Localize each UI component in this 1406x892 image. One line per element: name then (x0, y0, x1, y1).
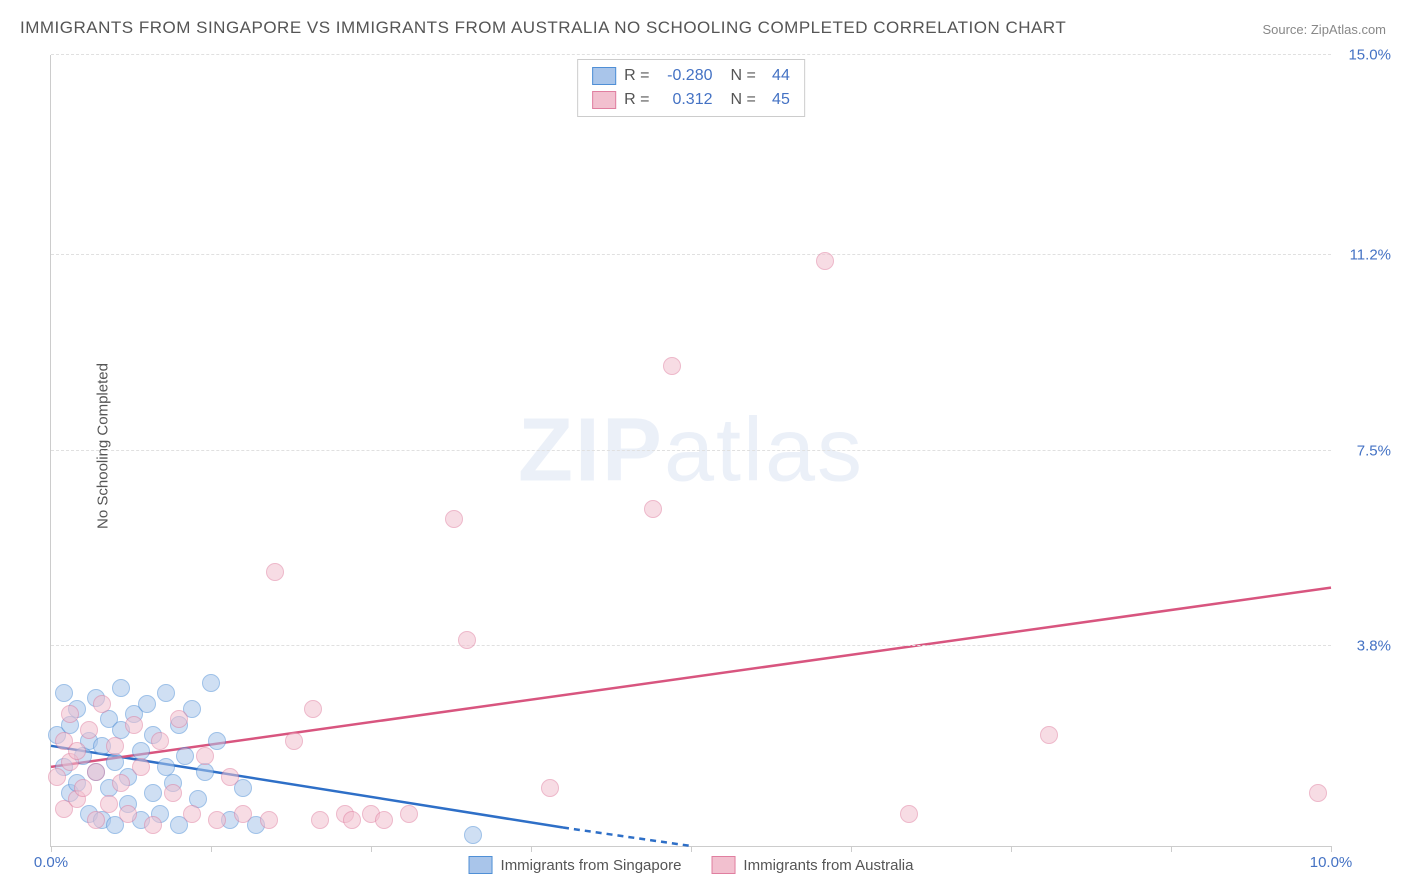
data-point (61, 705, 79, 723)
correlation-legend: R = -0.280 N = 44 R = 0.312 N = 45 (577, 59, 805, 117)
data-point (266, 563, 284, 581)
x-tick (851, 846, 852, 852)
y-tick-label: 15.0% (1348, 47, 1391, 64)
data-point (93, 695, 111, 713)
series-legend: Immigrants from Singapore Immigrants fro… (469, 856, 914, 874)
legend-item-singapore: Immigrants from Singapore (469, 856, 682, 874)
data-point (106, 753, 124, 771)
data-point (458, 631, 476, 649)
data-point (144, 784, 162, 802)
data-point (132, 758, 150, 776)
x-tick-label: 0.0% (34, 854, 68, 871)
data-point (663, 357, 681, 375)
gridline (51, 450, 1331, 451)
x-tick (371, 846, 372, 852)
data-point (112, 679, 130, 697)
legend-swatch-singapore-icon (469, 856, 493, 874)
data-point (196, 763, 214, 781)
x-tick (1331, 846, 1332, 852)
legend-swatch-australia-icon (711, 856, 735, 874)
data-point (900, 805, 918, 823)
data-point (208, 732, 226, 750)
data-point (157, 684, 175, 702)
data-point (68, 742, 86, 760)
x-tick (211, 846, 212, 852)
x-tick (531, 846, 532, 852)
data-point (343, 811, 361, 829)
data-point (208, 811, 226, 829)
source-attribution: Source: ZipAtlas.com (1262, 22, 1386, 37)
data-point (87, 811, 105, 829)
data-point (125, 716, 143, 734)
legend-item-australia: Immigrants from Australia (711, 856, 913, 874)
plot-area: ZIPatlas R = -0.280 N = 44 R = 0.312 N =… (50, 55, 1331, 847)
data-point (311, 811, 329, 829)
data-point (164, 784, 182, 802)
data-point (541, 779, 559, 797)
x-tick (51, 846, 52, 852)
data-point (464, 826, 482, 844)
data-point (202, 674, 220, 692)
x-tick (1011, 846, 1012, 852)
legend-swatch-singapore (592, 67, 616, 85)
data-point (48, 768, 66, 786)
data-point (234, 805, 252, 823)
x-tick-label: 10.0% (1310, 854, 1353, 871)
data-point (375, 811, 393, 829)
y-tick-label: 7.5% (1357, 442, 1391, 459)
legend-swatch-australia (592, 91, 616, 109)
x-tick (1171, 846, 1172, 852)
data-point (816, 252, 834, 270)
data-point (285, 732, 303, 750)
gridline (51, 54, 1331, 55)
data-point (170, 710, 188, 728)
trend-lines (51, 55, 1331, 846)
data-point (112, 774, 130, 792)
data-point (221, 768, 239, 786)
data-point (74, 779, 92, 797)
data-point (87, 763, 105, 781)
data-point (100, 795, 118, 813)
chart-container: IMMIGRANTS FROM SINGAPORE VS IMMIGRANTS … (0, 0, 1406, 892)
data-point (196, 747, 214, 765)
data-point (260, 811, 278, 829)
x-tick (691, 846, 692, 852)
data-point (1040, 726, 1058, 744)
watermark: ZIPatlas (518, 399, 864, 502)
data-point (119, 805, 137, 823)
y-tick-label: 3.8% (1357, 637, 1391, 654)
legend-row-australia: R = 0.312 N = 45 (592, 88, 790, 112)
data-point (176, 747, 194, 765)
y-tick-label: 11.2% (1350, 247, 1391, 264)
data-point (304, 700, 322, 718)
data-point (106, 737, 124, 755)
data-point (80, 721, 98, 739)
gridline (51, 254, 1331, 255)
data-point (1309, 784, 1327, 802)
data-point (144, 816, 162, 834)
data-point (55, 684, 73, 702)
data-point (151, 732, 169, 750)
data-point (445, 510, 463, 528)
data-point (400, 805, 418, 823)
gridline (51, 645, 1331, 646)
chart-title: IMMIGRANTS FROM SINGAPORE VS IMMIGRANTS … (20, 18, 1066, 38)
data-point (644, 500, 662, 518)
legend-row-singapore: R = -0.280 N = 44 (592, 64, 790, 88)
data-point (138, 695, 156, 713)
data-point (183, 805, 201, 823)
